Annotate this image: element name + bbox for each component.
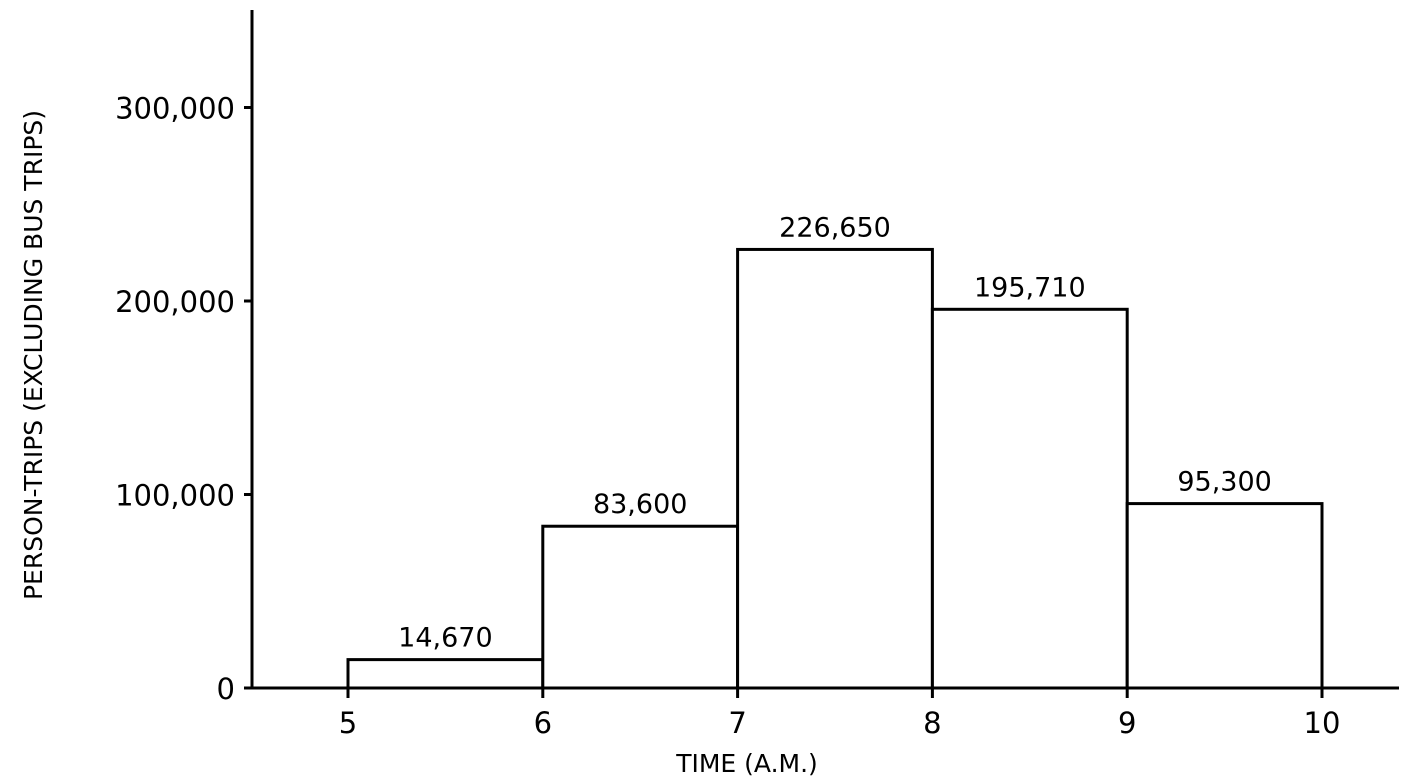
y-tick-label: 100,000 [115,479,235,513]
x-tick-label: 10 [1304,706,1341,740]
y-tick-label: 0 [217,672,235,706]
data-label: 195,710 [974,272,1086,303]
data-label: 95,300 [1177,467,1271,498]
bar-6-7 [541,524,740,690]
data-label: 14,670 [398,623,492,654]
x-tick-label: 6 [534,706,552,740]
x-tick-label: 5 [339,706,357,740]
x-tick-label: 8 [923,706,941,740]
x-tick-label: 7 [728,706,746,740]
data-labels-group: 14,670 83,600 226,650 195,710 95,300 [398,212,1272,653]
bar-5-6 [346,658,545,690]
x-ticks-group: 5 6 7 8 9 10 [339,688,1341,740]
y-tick-label: 200,000 [115,285,235,319]
data-label: 83,600 [593,489,687,520]
y-tick-label: 300,000 [115,92,235,126]
bar-9-10 [1125,502,1324,690]
x-axis-title: TIME (A.M.) [675,749,818,778]
y-axis-title: PERSON-TRIPS (EXCLUDING BUS TRIPS) [19,110,48,600]
y-ticks-group: 0 100,000 200,000 300,000 [115,92,252,706]
bar-7-8 [736,247,934,690]
bar-8-9 [930,307,1129,690]
data-label: 226,650 [779,212,891,243]
bars-group [346,247,1324,690]
x-tick-label: 9 [1118,706,1136,740]
